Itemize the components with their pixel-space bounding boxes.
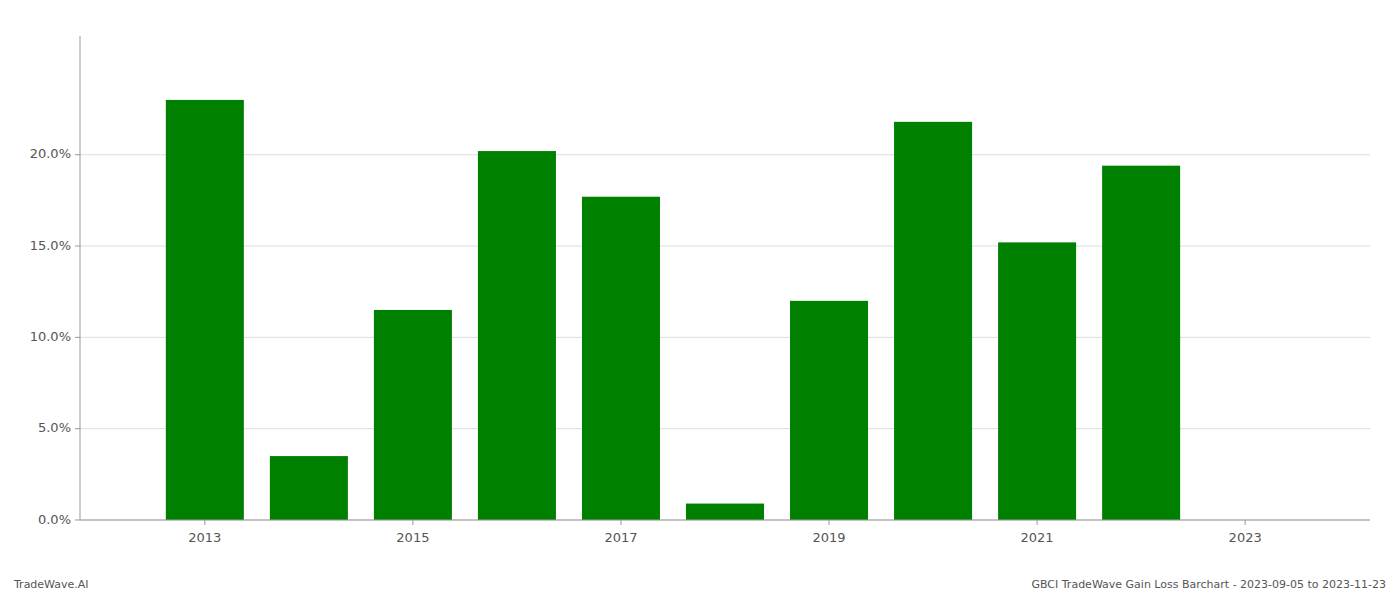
y-tick-label: 20.0% [30, 146, 71, 161]
y-tick-label: 5.0% [38, 420, 71, 435]
bar [790, 301, 868, 520]
x-tick-label: 2023 [1229, 530, 1262, 545]
x-tick-label: 2013 [188, 530, 221, 545]
x-tick [620, 520, 621, 525]
x-tick-label: 2021 [1021, 530, 1054, 545]
grid-line [80, 520, 1370, 521]
bar [998, 242, 1076, 520]
bar [1102, 166, 1180, 520]
x-tick-label: 2019 [812, 530, 845, 545]
x-tick [412, 520, 413, 525]
footer-text: TradeWave.AI [13, 578, 89, 591]
chart-container: 0.0%5.0%10.0%15.0%20.0%20132015201720192… [0, 0, 1400, 600]
y-tick [75, 337, 80, 338]
bar [478, 151, 556, 520]
y-tick-label: 10.0% [30, 329, 71, 344]
y-tick [75, 520, 80, 521]
bar [894, 122, 972, 520]
y-tick [75, 246, 80, 247]
y-tick [75, 428, 80, 429]
grid [80, 155, 1370, 520]
x-tick [204, 520, 205, 525]
bar [374, 310, 452, 520]
x-tick [1037, 520, 1038, 525]
footer-text: GBCI TradeWave Gain Loss Barchart - 2023… [1031, 578, 1386, 591]
x-tick [829, 520, 830, 525]
y-axis: 0.0% 5.0% 10.0% 15.0% 20.0% [30, 36, 80, 527]
y-tick-label: 0.0% [38, 512, 71, 527]
x-tick [1245, 520, 1246, 525]
y-tick-label: 15.0% [30, 238, 71, 253]
grid-line [80, 154, 1370, 155]
x-axis: 2013 2015 2017 2019 2021 2023 [80, 520, 1370, 545]
bars [166, 100, 1180, 520]
bar [686, 504, 764, 520]
bar [270, 456, 348, 520]
x-tick-label: 2015 [396, 530, 429, 545]
bar [166, 100, 244, 520]
x-axis-line [80, 520, 1370, 521]
chart-svg: 0.0%5.0%10.0%15.0%20.0%20132015201720192… [0, 0, 1400, 600]
y-axis-line [80, 36, 81, 520]
bar [582, 197, 660, 520]
x-tick-label: 2017 [604, 530, 637, 545]
y-tick [75, 154, 80, 155]
